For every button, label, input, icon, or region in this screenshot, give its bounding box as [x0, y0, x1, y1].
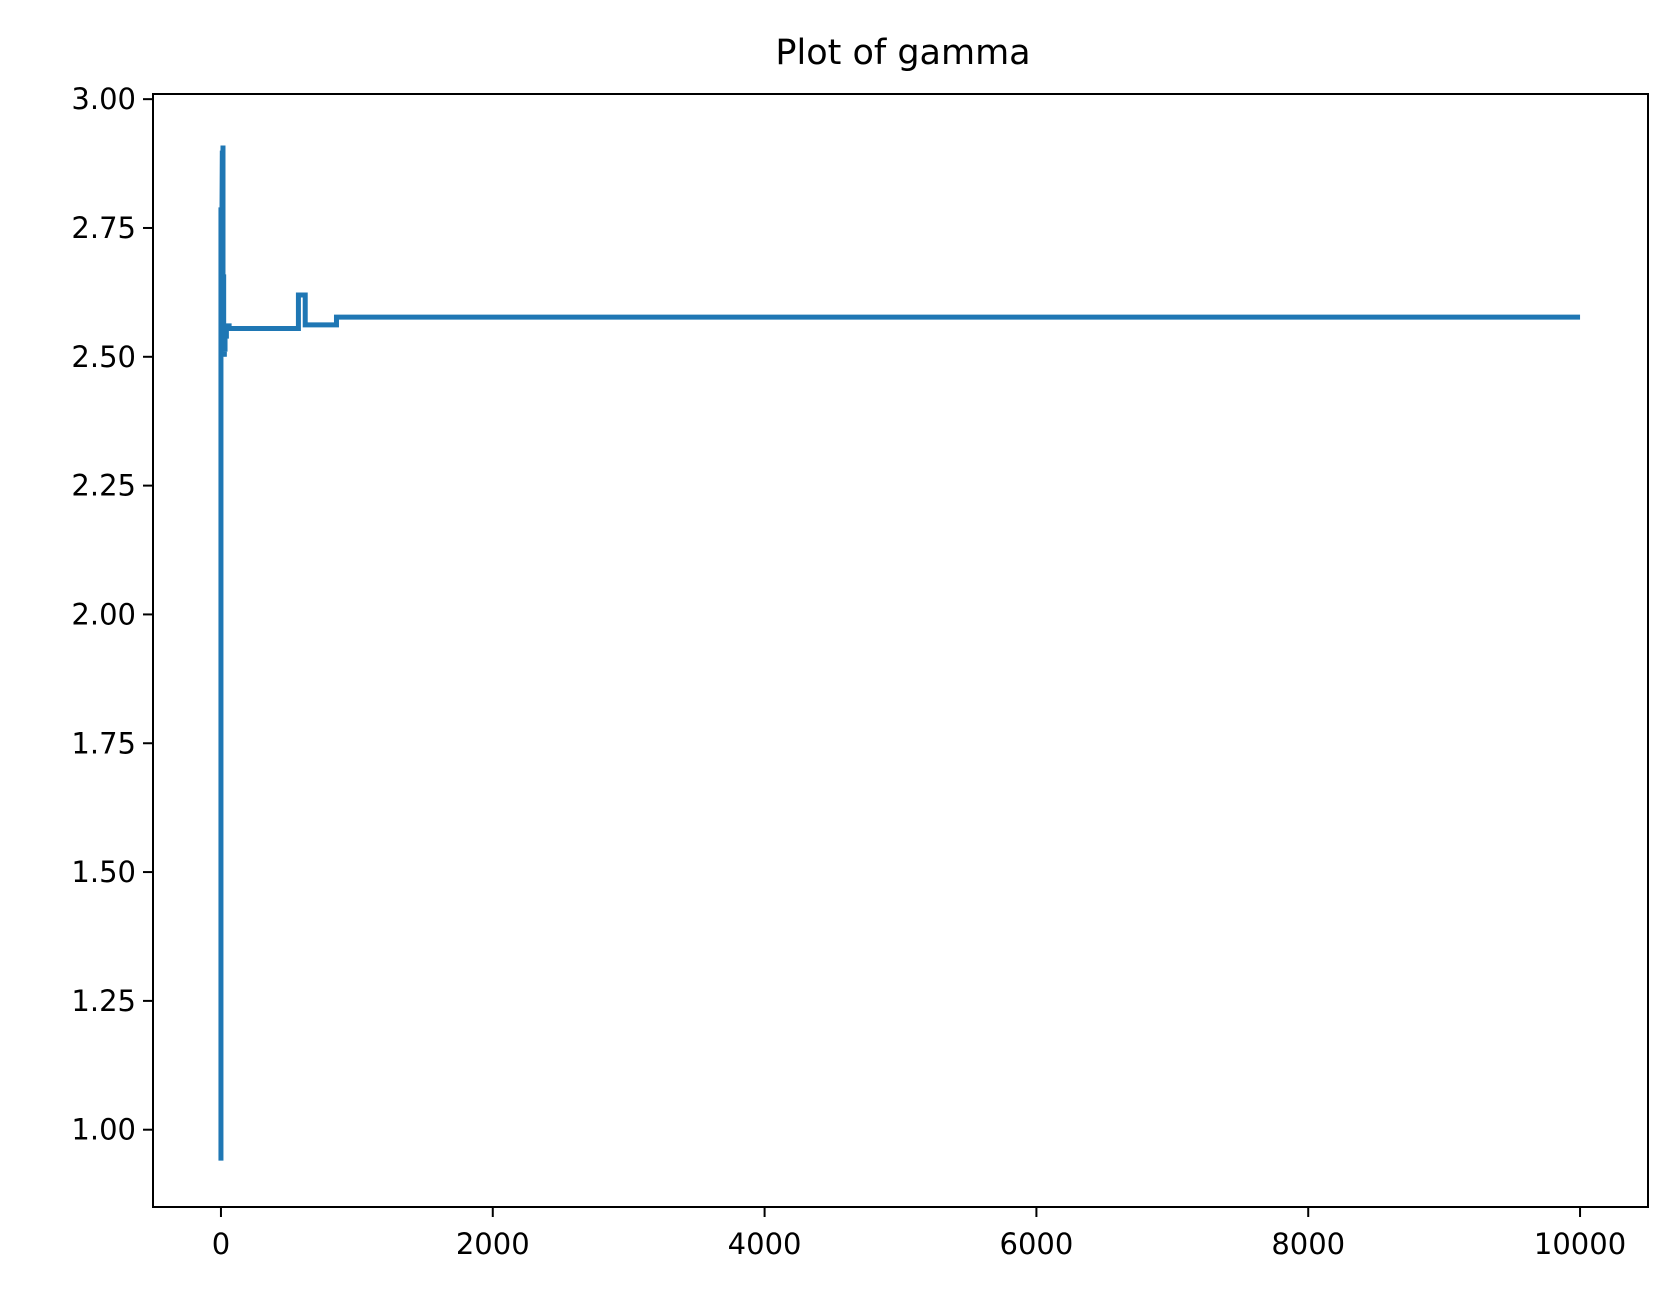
y-tick-label: 2.75	[71, 211, 136, 245]
x-tick-label: 8000	[1271, 1227, 1345, 1261]
x-tick-label: 0	[212, 1227, 230, 1261]
y-axis: 1.00 1.25 1.50 1.75 2.00 2.25 2.50 2.75 3.00	[71, 82, 153, 1147]
x-tick-label: 4000	[728, 1227, 802, 1261]
y-tick-label: 2.50	[71, 340, 136, 374]
chart-title: Plot of gamma	[775, 33, 1030, 73]
y-tick-label: 2.00	[71, 597, 136, 631]
series-layer	[218, 145, 1581, 1161]
series-line-0	[218, 145, 1581, 1161]
plot-area	[218, 145, 1581, 1161]
x-axis: 0 2000 4000 6000 8000 10000	[212, 1207, 1626, 1261]
x-tick-label: 10000	[1534, 1227, 1626, 1261]
axes-frame	[152, 93, 1649, 1208]
y-tick-label: 3.00	[71, 82, 136, 116]
y-tick-label: 1.25	[71, 984, 136, 1018]
y-tick-label: 1.75	[71, 726, 136, 760]
x-tick-label: 6000	[1000, 1227, 1074, 1261]
y-tick-label: 1.50	[71, 855, 136, 889]
y-tick-label: 2.25	[71, 469, 136, 503]
y-tick-label: 1.00	[71, 1113, 136, 1147]
x-tick-label: 2000	[456, 1227, 530, 1261]
